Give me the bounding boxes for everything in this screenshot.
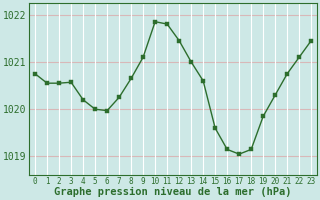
X-axis label: Graphe pression niveau de la mer (hPa): Graphe pression niveau de la mer (hPa) [54,187,292,197]
